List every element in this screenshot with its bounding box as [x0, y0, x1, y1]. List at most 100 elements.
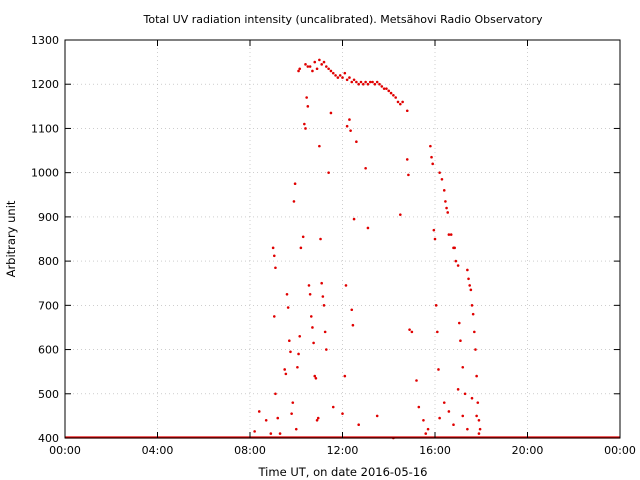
data-point	[476, 401, 480, 404]
data-point	[408, 328, 411, 331]
data-point	[447, 233, 451, 236]
data-point	[466, 268, 469, 272]
data-point	[436, 330, 439, 334]
data-point	[298, 334, 302, 338]
data-point	[329, 111, 333, 115]
data-point	[305, 96, 308, 99]
data-point	[272, 315, 276, 318]
data-point	[431, 162, 434, 166]
data-point	[355, 140, 358, 144]
y-axis-label: Arbitrary unit	[4, 200, 18, 277]
y-tick-label: 400	[38, 432, 59, 445]
plot-frame	[64, 39, 621, 439]
data-point	[311, 69, 314, 73]
data-point	[470, 396, 474, 400]
data-point	[387, 89, 391, 93]
data-point	[318, 58, 321, 62]
data-point	[378, 82, 381, 86]
data-point	[271, 246, 275, 250]
y-tick-label: 1000	[31, 167, 59, 180]
data-point	[422, 419, 425, 422]
data-point	[456, 388, 460, 391]
data-point	[306, 65, 310, 68]
data-point	[444, 200, 447, 203]
data-point	[461, 365, 465, 369]
data-point	[264, 419, 268, 422]
data-point	[446, 211, 450, 214]
data-point	[316, 416, 320, 420]
data-point	[392, 93, 395, 97]
data-point	[253, 430, 256, 433]
data-point	[477, 419, 481, 422]
data-point	[351, 323, 355, 327]
data-point	[289, 350, 292, 354]
data-point	[348, 76, 351, 79]
data-point	[274, 392, 277, 396]
data-point	[375, 80, 379, 84]
data-point	[336, 76, 340, 79]
data-point	[437, 368, 440, 371]
data-point	[471, 312, 475, 316]
data-point	[478, 427, 482, 431]
y-tick-label: 700	[38, 299, 59, 312]
data-point	[440, 178, 444, 181]
data-point	[290, 412, 293, 415]
chart-title: Total UV radiation intensity (uncalibrat…	[143, 13, 543, 26]
data-point	[352, 217, 356, 221]
data-point	[338, 74, 342, 77]
data-point	[299, 246, 303, 250]
data-point	[375, 414, 379, 418]
data-point	[274, 266, 277, 270]
data-point	[373, 82, 377, 86]
data-point	[463, 392, 467, 396]
data-point	[272, 254, 276, 258]
data-point	[454, 259, 458, 263]
data-point	[430, 155, 433, 159]
data-point	[334, 74, 337, 77]
y-tick-label: 800	[38, 255, 59, 268]
data-point	[303, 122, 306, 126]
data-point	[417, 405, 421, 409]
data-point	[432, 228, 436, 232]
x-tick-label: 08:00	[234, 444, 266, 457]
data-point	[438, 171, 441, 174]
data-point	[469, 288, 473, 292]
data-point	[350, 80, 354, 84]
y-tick-label: 1200	[31, 78, 59, 91]
data-point	[466, 427, 469, 431]
data-point	[325, 65, 328, 68]
data-point	[362, 82, 365, 86]
data-point	[470, 304, 474, 307]
data-point	[468, 284, 471, 287]
data-point	[297, 69, 300, 73]
data-point	[442, 189, 446, 192]
data-point	[371, 80, 374, 84]
data-point	[276, 416, 280, 420]
x-tick-label: 00:00	[49, 444, 81, 457]
data-point	[308, 65, 312, 68]
y-tick-label: 1100	[31, 122, 59, 135]
data-point	[438, 416, 441, 420]
data-point	[306, 105, 310, 108]
data-point	[308, 292, 312, 296]
data-point	[396, 100, 400, 104]
data-point	[269, 432, 273, 435]
data-point	[457, 321, 461, 325]
data-point	[345, 124, 349, 128]
data-point	[327, 67, 330, 71]
data-point	[366, 226, 370, 230]
data-point	[415, 379, 418, 382]
data-point	[292, 200, 296, 203]
data-point	[304, 127, 307, 130]
data-point	[325, 348, 328, 351]
data-point	[364, 80, 367, 84]
data-point	[473, 330, 476, 334]
data-point	[341, 412, 344, 415]
grid	[65, 40, 620, 438]
y-tick-label: 900	[38, 211, 59, 224]
data-point	[343, 374, 347, 378]
data-point	[315, 419, 319, 422]
data-point	[366, 82, 370, 86]
data-point	[320, 63, 323, 66]
data-point	[344, 284, 348, 287]
